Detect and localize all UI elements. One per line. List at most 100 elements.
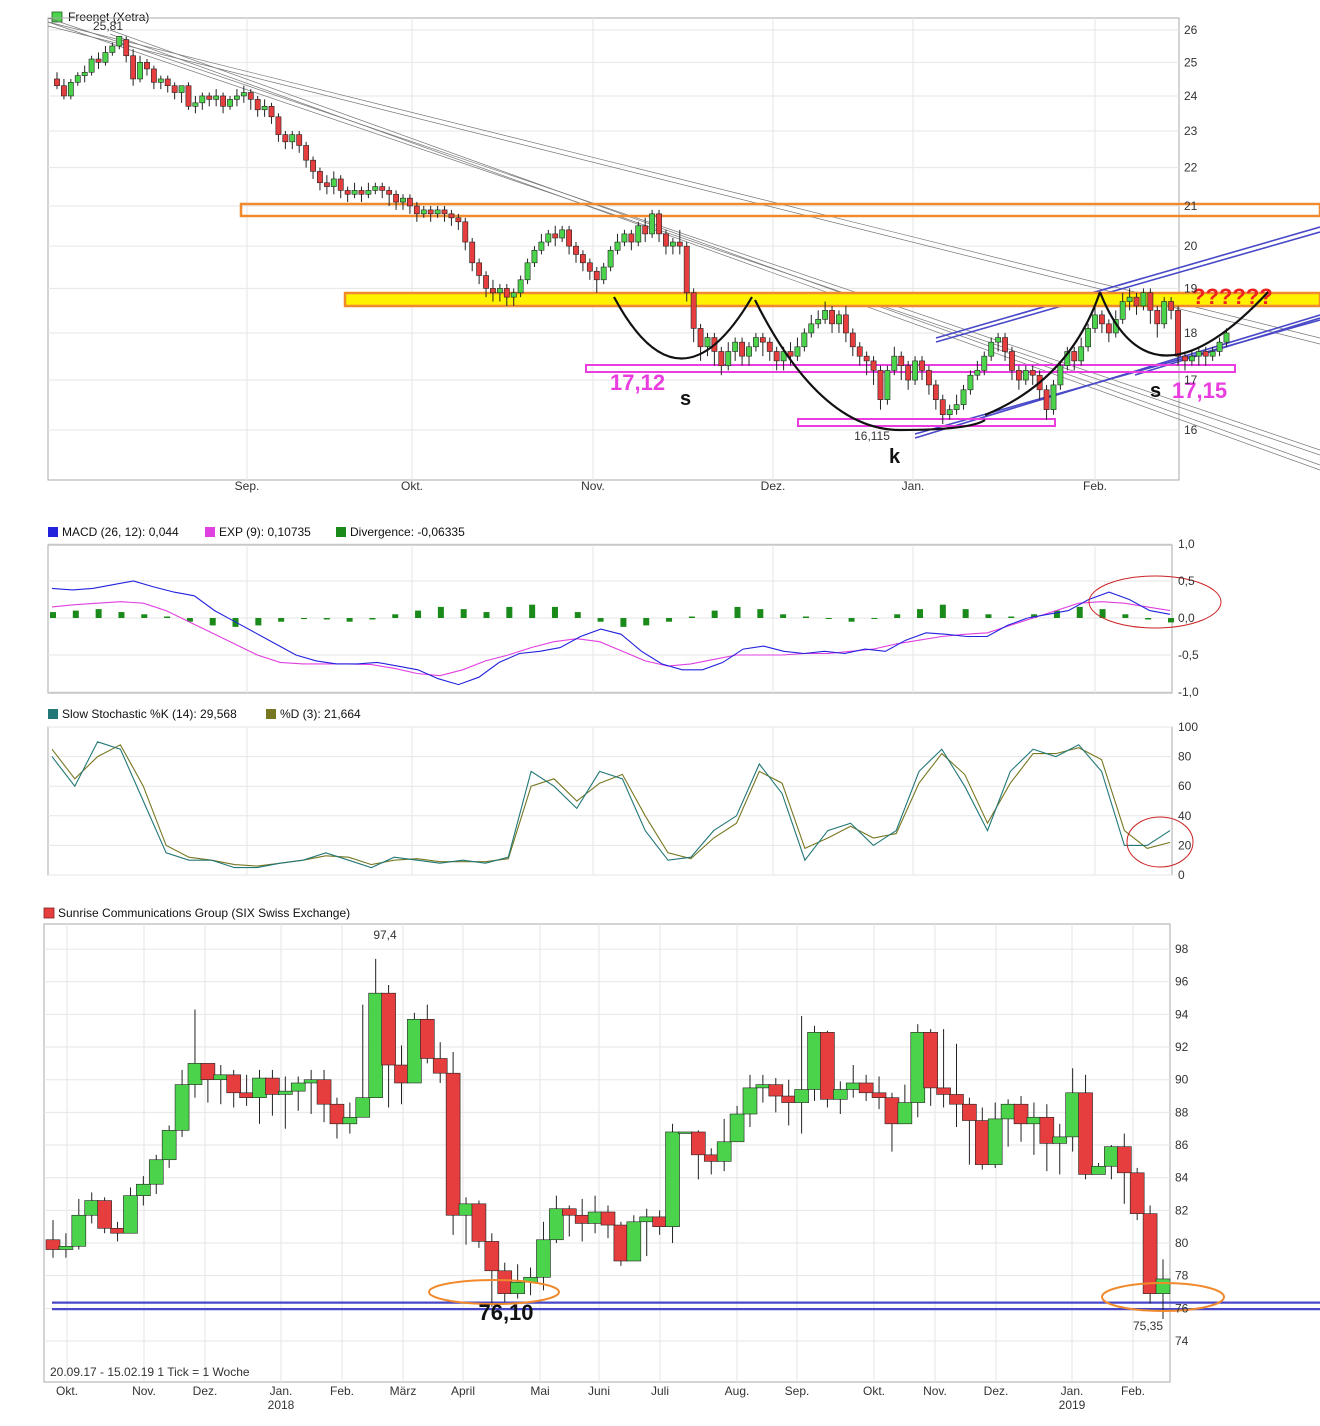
freenet-candle-up [808,323,815,334]
freenet-trendline [47,21,1320,456]
sunrise-candle-down [949,1094,964,1105]
sunrise-y-tick: 90 [1175,1073,1189,1087]
sunrise-candle-up [174,1084,190,1131]
freenet-x-tick: Dez. [761,479,786,493]
macd-histogram [50,604,1174,627]
macd-grid [48,543,1172,693]
annotation-k: k [889,446,901,468]
sunrise-candle-down [574,1214,590,1224]
freenet-candle-down [898,355,905,366]
freenet-candle-up [974,370,981,376]
macd-histogram-bar [620,618,627,627]
freenet-candle-down [1147,292,1154,311]
macd-histogram-bar [985,614,992,618]
macd-plot-frame [47,544,1173,694]
freenet-candle-down [61,85,67,97]
macd-histogram-bar [711,610,718,618]
freenet-candle-up [732,341,739,352]
freenet-candle-up [725,351,732,366]
freenet-candle-up [995,337,1002,343]
freenet-candle-down [1029,370,1036,376]
macd-histogram-bar [802,616,809,618]
sunrise-low-ellipse-right [1101,1282,1225,1312]
freenet-candle-up [1140,292,1147,307]
sunrise-candle-up [161,1130,177,1161]
freenet-candle-up [74,75,81,83]
freenet-candle-down [247,92,254,100]
sunrise-candle-up [987,1118,1003,1165]
freenet-candle-up [607,249,614,268]
sunrise-candle-up [742,1087,758,1115]
stoch-y-tick: 80 [1178,750,1192,764]
freenet-blue-channel [935,231,1320,343]
freenet-pattern-arc [1098,289,1271,357]
macd-histogram-bar [1031,614,1038,618]
sunrise-candle-up [252,1077,267,1098]
freenet-candle-up [614,241,621,251]
freenet-candle-down [310,159,316,172]
macd-histogram-bar [757,609,764,618]
sunrise-candles [45,958,1171,1319]
sunrise-candle-down [445,1072,461,1216]
sunrise-candle-up [716,1141,732,1162]
sunrise-candle-up [407,1018,422,1084]
freenet-candle-down [448,213,455,219]
freenet-candle-up [753,337,759,348]
sunrise-y-tick: 88 [1175,1105,1189,1119]
annotation-s-left: s [680,388,691,410]
freenet-candle-down [593,270,600,281]
macd-signal-line [51,601,1171,677]
freenet-candle-down [413,205,420,215]
macd-histogram-bar [574,612,581,618]
freenet-candle-up [1092,314,1098,329]
annotation-s-right: s [1150,380,1161,402]
sunrise-candle-down [600,1211,616,1226]
range-note: 20.09.17 - 15.02.19 1 Tick = 1 Woche [50,1365,250,1379]
freenet-candle-up [669,241,676,247]
sunrise-candle-up [626,1221,642,1262]
sunrise-candle-up [536,1239,551,1278]
freenet-candle-up [192,102,199,107]
freenet-candle-up [794,346,801,357]
macd-lines [51,580,1171,686]
freenet-candle-up [704,337,711,348]
freenet-candle-down [455,217,462,223]
macd-histogram-bar [780,614,787,618]
freenet-candle-up [510,292,517,298]
freenet-candle-down [663,233,669,247]
freenet-candle-up [157,78,164,83]
freenet-candle-down [490,288,496,294]
freenet-candle-down [787,351,794,357]
stoch-y-tick: 60 [1178,779,1192,793]
freenet-candle-up [559,229,566,239]
stoch-lines [51,741,1171,869]
macd-histogram-bar [437,606,444,618]
freenet-candle-up [434,209,441,215]
freenet-candle-down [303,145,310,161]
freenet-candle-up [116,36,123,47]
macd-histogram-bar [1076,606,1083,618]
freenet-candle-down [1002,337,1008,352]
freenet-candle-up [420,209,427,215]
freenet-candle-up [261,106,268,111]
freenet-candle-up [960,389,967,405]
freenet-candle-down [95,58,102,63]
macd-histogram-bar [415,610,422,618]
freenet-candle-down [206,95,213,100]
freenet-candle-down [220,95,226,107]
freenet-candle-up [1209,351,1216,357]
sunrise-y-tick: 96 [1175,975,1189,989]
freenet-candle-down [282,134,289,143]
freenet-candle-down [870,360,877,371]
freenet-candle-down [1168,301,1175,311]
sunrise-x-tick: Feb. [1121,1384,1145,1398]
sunrise-x-tick: Aug. [725,1384,750,1398]
freenet-candle-down [849,332,856,348]
macd-histogram-bar [848,618,855,622]
freenet-candle-down [150,68,157,83]
macd-y-tick: -1,0 [1178,685,1199,699]
freenet-candle-down [483,275,489,289]
freenet-candle-up [1119,301,1126,320]
sunrise-candle-down [871,1092,887,1098]
sunrise-x-tick: Okt. [863,1384,885,1398]
